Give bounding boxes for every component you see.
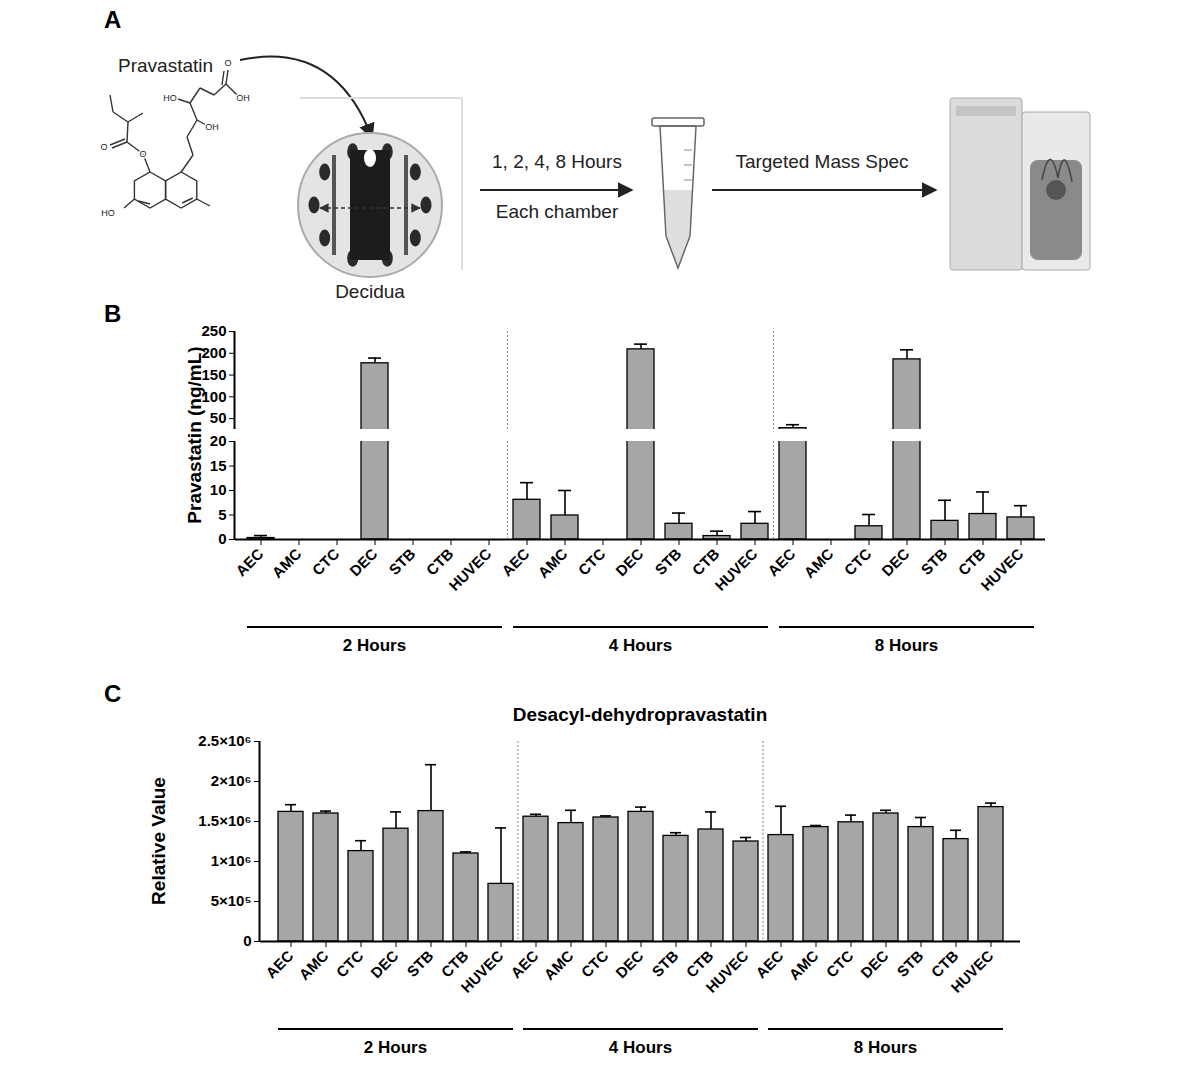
svg-text:AEC: AEC: [232, 545, 267, 580]
svg-text:150: 150: [201, 366, 226, 383]
svg-text:5: 5: [218, 506, 226, 523]
svg-text:15: 15: [210, 457, 227, 474]
svg-text:100: 100: [201, 388, 226, 405]
svg-text:Targeted Mass Spec: Targeted Mass Spec: [735, 151, 908, 172]
svg-text:250: 250: [201, 322, 226, 339]
svg-text:AEC: AEC: [262, 947, 297, 982]
svg-text:O: O: [224, 58, 231, 68]
svg-text:OH: OH: [236, 93, 250, 103]
svg-text:0: 0: [243, 932, 251, 949]
svg-text:Pravastatin: Pravastatin: [118, 55, 213, 76]
html-text:B: B: [104, 300, 122, 327]
svg-text:Decidua: Decidua: [335, 281, 405, 300]
svg-text:CTC: CTC: [841, 545, 875, 579]
svg-text:AMC: AMC: [268, 545, 304, 581]
svg-text:CTB: CTB: [423, 545, 457, 579]
svg-text:DEC: DEC: [878, 545, 913, 580]
svg-text:DEC: DEC: [612, 947, 647, 982]
svg-text:O: O: [139, 149, 146, 159]
svg-text:AMC: AMC: [785, 947, 821, 983]
svg-text:DEC: DEC: [346, 545, 381, 580]
svg-text:CTB: CTB: [927, 946, 962, 981]
svg-text:HUVEC: HUVEC: [947, 947, 996, 996]
svg-text:AEC: AEC: [507, 947, 542, 982]
svg-text:2×10⁶: 2×10⁶: [211, 772, 252, 789]
svg-text:HUVEC: HUVEC: [702, 947, 751, 996]
svg-text:STB: STB: [385, 545, 418, 578]
svg-text:Pravastatin (ng/mL): Pravastatin (ng/mL): [184, 346, 205, 523]
svg-text:CTC: CTC: [575, 545, 609, 579]
svg-text:CTC: CTC: [309, 545, 343, 579]
svg-text:4 Hours: 4 Hours: [609, 636, 672, 655]
svg-text:CTC: CTC: [333, 947, 367, 981]
svg-text:DEC: DEC: [367, 947, 402, 982]
svg-text:4 Hours: 4 Hours: [609, 1038, 672, 1057]
svg-text:CTC: CTC: [578, 947, 612, 981]
svg-text:AMC: AMC: [800, 545, 836, 581]
svg-text:HUVEC: HUVEC: [457, 947, 506, 996]
svg-text:AMC: AMC: [534, 545, 570, 581]
svg-text:AEC: AEC: [752, 947, 787, 982]
svg-text:10: 10: [210, 481, 227, 498]
svg-text:8 Hours: 8 Hours: [875, 636, 938, 655]
html-text:Desacyl-dehydropravastatin: Desacyl-dehydropravastatin: [512, 704, 768, 725]
svg-text:STB: STB: [917, 545, 950, 578]
svg-text:20: 20: [210, 432, 227, 449]
svg-text:STB: STB: [648, 947, 681, 980]
svg-text:Each chamber: Each chamber: [496, 201, 619, 222]
svg-text:HO: HO: [101, 208, 115, 218]
svg-text:1.5×10⁶: 1.5×10⁶: [198, 812, 251, 829]
svg-text:CTB: CTB: [437, 946, 472, 981]
svg-text:8 Hours: 8 Hours: [854, 1038, 917, 1057]
svg-text:50: 50: [210, 409, 227, 426]
svg-text:1×10⁶: 1×10⁶: [211, 852, 252, 869]
svg-text:2 Hours: 2 Hours: [343, 636, 406, 655]
svg-text:HUVEC: HUVEC: [711, 545, 760, 594]
svg-text:STB: STB: [651, 545, 684, 578]
svg-text:HUVEC: HUVEC: [977, 545, 1026, 594]
svg-text:DEC: DEC: [612, 545, 647, 580]
svg-text:DEC: DEC: [857, 947, 892, 982]
svg-text:STB: STB: [893, 947, 926, 980]
svg-text:CTB: CTB: [955, 545, 989, 579]
svg-text:Relative Value: Relative Value: [148, 777, 169, 905]
svg-text:5×10⁵: 5×10⁵: [211, 892, 252, 909]
svg-text:CTB: CTB: [682, 946, 717, 981]
svg-text:2.5×10⁶: 2.5×10⁶: [198, 732, 251, 749]
svg-text:AMC: AMC: [540, 947, 576, 983]
html-text:A: A: [104, 6, 122, 33]
svg-text:OH: OH: [205, 122, 219, 132]
svg-text:2 Hours: 2 Hours: [364, 1038, 427, 1057]
svg-text:O: O: [100, 142, 107, 152]
svg-text:1, 2, 4, 8 Hours: 1, 2, 4, 8 Hours: [492, 151, 622, 172]
svg-text:AEC: AEC: [498, 545, 533, 580]
svg-text:200: 200: [201, 344, 226, 361]
svg-text:AEC: AEC: [764, 545, 799, 580]
svg-text:STB: STB: [403, 947, 436, 980]
svg-text:0: 0: [218, 530, 226, 547]
svg-text:AMC: AMC: [295, 947, 331, 983]
svg-text:HO: HO: [163, 93, 177, 103]
html-text:C: C: [104, 680, 122, 707]
svg-text:CTC: CTC: [823, 947, 857, 981]
svg-text:HUVEC: HUVEC: [445, 545, 494, 594]
svg-text:CTB: CTB: [689, 545, 723, 579]
